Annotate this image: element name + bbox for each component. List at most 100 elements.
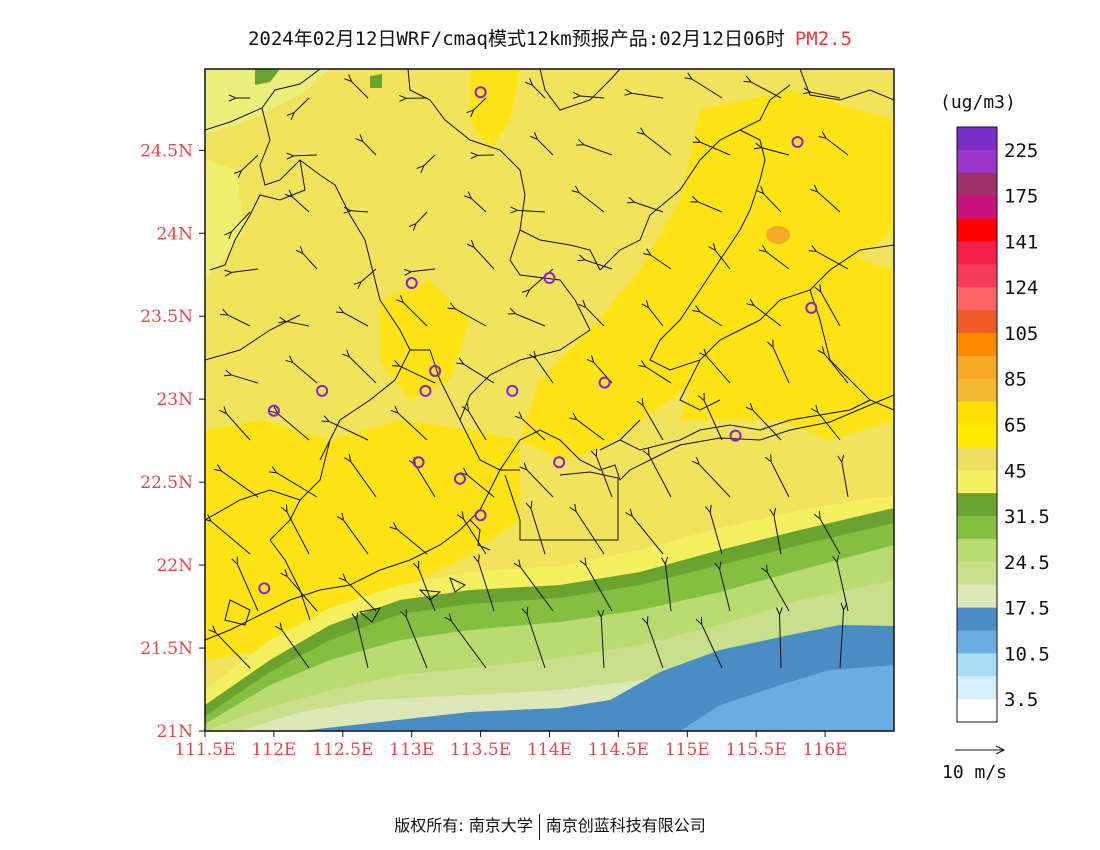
wind-arrow <box>474 247 495 270</box>
colorbar-swatch <box>957 607 997 631</box>
field-light-nw <box>205 69 330 135</box>
wind-arrow <box>576 512 605 555</box>
colorbar-label: 3.5 <box>1004 689 1038 711</box>
footer-left: 版权所有: 南京大学 <box>394 816 533 835</box>
colorbar-label: 65 <box>1004 415 1027 437</box>
station-marker <box>506 384 519 397</box>
wind-arrow <box>706 356 731 384</box>
station-marker <box>419 384 432 397</box>
field-65-e <box>680 240 894 440</box>
wind-arrow <box>774 516 782 555</box>
lat-tick-label: 21N <box>156 722 193 742</box>
colorbar-label: 85 <box>1004 369 1027 391</box>
wind-arrow <box>766 252 790 270</box>
colorbar-swatch <box>957 653 997 677</box>
wind-arrow <box>826 138 849 156</box>
field-65-sw <box>205 420 520 660</box>
wind-arrow <box>363 141 377 156</box>
station-marker <box>316 384 329 397</box>
station-marker <box>405 277 418 290</box>
wind-arrow <box>474 97 487 110</box>
wind-arrow <box>468 411 487 441</box>
wind-arrow <box>361 268 377 282</box>
field-65-ne <box>520 90 894 460</box>
wind-arrow <box>416 211 428 224</box>
lon-tick-label: 114E <box>527 740 572 760</box>
lon-tick-label: 112.5E <box>312 740 373 760</box>
wind-arrow <box>464 364 495 384</box>
colorbar-swatch <box>957 218 997 242</box>
wind-arrow <box>648 308 664 327</box>
station-marker <box>543 272 556 285</box>
field-green-nw <box>255 69 280 85</box>
wind-arrow <box>344 313 369 327</box>
wind-arrow <box>527 614 546 669</box>
colorbar-label: 141 <box>1004 231 1038 253</box>
field-light-w <box>205 160 245 280</box>
monitoring-stations <box>258 86 818 595</box>
wind-arrow <box>810 92 841 99</box>
wind-arrow <box>753 410 782 441</box>
wind-arrow <box>816 251 849 270</box>
station-marker <box>258 582 271 595</box>
footer-right: 南京创蓝科技有限公司 <box>545 816 706 835</box>
wind-arrow <box>644 134 672 156</box>
wind-arrow <box>403 302 428 327</box>
latitude-axis: 24.5N 24N 23.5N 23N 22.5N 22N 21.5N 21N <box>140 141 205 742</box>
wind-arrow <box>282 630 310 669</box>
station-marker <box>791 136 804 149</box>
wind-arrow <box>293 363 318 384</box>
wind-arrow <box>237 564 259 612</box>
wind-arrow <box>577 420 605 441</box>
wind-arrow <box>303 253 318 270</box>
wind-arrow <box>424 154 436 166</box>
wind-arrow <box>763 194 782 213</box>
colorbar-swatch <box>957 127 997 151</box>
wind-arrow <box>531 509 546 555</box>
lat-tick-label: 23N <box>156 390 193 410</box>
wind-arrow <box>821 292 841 327</box>
title-pollutant: PM2.5 <box>794 28 853 50</box>
wind-scale-label: 10 m/s <box>942 762 1007 783</box>
wind-arrow <box>586 565 613 612</box>
field-65-c <box>380 280 470 400</box>
map-title: 2024年02月12日WRF/cmaq模式12km预报产品:02月12日06时 P… <box>0 24 1100 51</box>
wind-arrow <box>767 572 790 612</box>
wind-arrow <box>241 154 259 171</box>
wind-arrow <box>455 309 487 327</box>
colorbar-label: 31.5 <box>1004 506 1050 528</box>
wind-arrow <box>287 577 318 612</box>
colorbar-swatch <box>957 447 997 471</box>
wind-arrow <box>818 412 841 441</box>
wind-arrow <box>520 567 554 612</box>
colorbar-label: 124 <box>1004 277 1038 299</box>
wind-arrow <box>479 562 495 612</box>
wind-arrow <box>584 145 613 156</box>
wind-arrow <box>415 465 436 498</box>
wind-arrow <box>400 366 436 384</box>
wind-arrow <box>842 462 849 498</box>
colorbar-swatch <box>957 172 997 196</box>
colorbar-swatch <box>957 424 997 448</box>
wind-arrow <box>517 210 546 212</box>
wind-arrow <box>665 564 672 612</box>
station-marker <box>474 509 487 522</box>
wind-arrow <box>773 347 790 384</box>
colorbar-label: 45 <box>1004 460 1027 482</box>
wind-arrow <box>232 375 259 384</box>
field-85-hotspot <box>766 226 790 244</box>
colorbar-swatch <box>957 493 997 517</box>
wind-arrow <box>537 139 554 156</box>
colorbar-label: 24.5 <box>1004 552 1050 574</box>
colorbar-label: 105 <box>1004 323 1038 345</box>
wind-arrow <box>704 401 723 441</box>
band-7 <box>680 665 894 731</box>
colorbar-swatch <box>957 378 997 402</box>
colorbar-swatch <box>957 287 997 311</box>
wind-arrow <box>471 198 487 213</box>
wind-arrow <box>651 255 672 270</box>
colorbar-swatch <box>957 310 997 334</box>
wind-arrow <box>351 211 369 212</box>
copyright-footer: 版权所有: 南京大学 南京创蓝科技有限公司 <box>0 812 1100 840</box>
wind-arrow <box>406 617 428 669</box>
